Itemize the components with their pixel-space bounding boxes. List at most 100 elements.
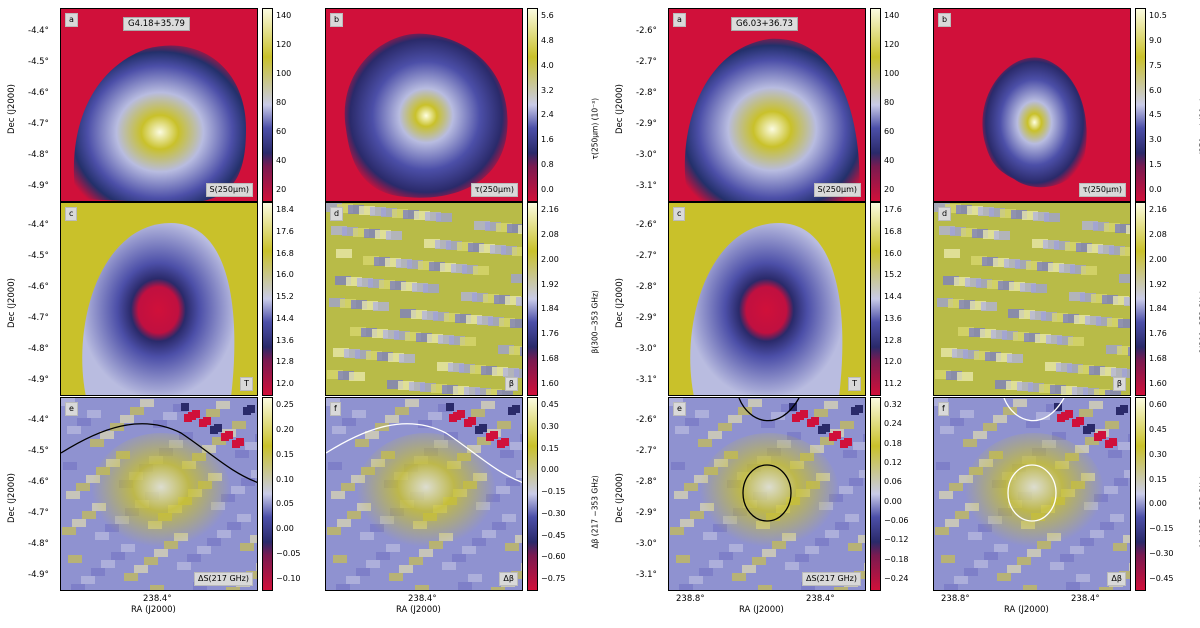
dec-tick-label: -4.8° [28, 344, 49, 354]
colorbar-tick-label: −0.12 [884, 535, 909, 545]
colorbar-tick-label: 12.8 [884, 335, 902, 345]
panel-letter: c [65, 207, 78, 221]
colorbar-tick-label: 1.68 [541, 354, 559, 364]
colorbar-tick-label: 120 [276, 40, 292, 49]
dec-tick-label: -2.9° [636, 313, 657, 323]
dec-tick-label: -2.8° [636, 477, 657, 487]
panel-quantity-label: Δβ [499, 572, 518, 586]
colorbar-tick-label: 16.0 [276, 270, 294, 280]
colorbar [1135, 8, 1146, 202]
colorbar-tick-label: 80 [276, 98, 287, 107]
figure-group-1: Dec (J2000) -4.4° -4.5° -4.6° -4.7° -4.8° -4.9… [7, 8, 600, 615]
dec-tick-label: -2.6° [636, 415, 657, 425]
colorbar-tick-label: 140 [884, 11, 900, 20]
colorbar-tick-label: 1.76 [541, 329, 559, 339]
colorbar-tick-label: 15.2 [276, 292, 294, 301]
colorbar-tick-label: 14.4 [276, 313, 294, 323]
dec-tick-label: -2.9° [636, 508, 657, 518]
dec-tick-label: -4.5° [28, 251, 49, 261]
panel-quantity-label: Δβ [1107, 572, 1126, 586]
dec-axis-label: Dec (J2000) [615, 278, 625, 328]
dec-tick-label: -2.7° [636, 446, 657, 456]
colorbar-tick-label: 0.12 [884, 458, 902, 467]
dec-tick-label: -2.8° [636, 88, 657, 98]
dec-tick-label: -4.6° [28, 88, 49, 98]
colorbar-tick-label: 0.8 [541, 160, 554, 170]
colorbar-tick-label: 15.2 [884, 270, 902, 280]
dec-tick-label: -3.1° [636, 570, 657, 580]
ra-axis-label: RA (J2000) [131, 605, 176, 615]
colorbar-tick-label: 0.00 [541, 465, 559, 475]
colorbar-tick-label: −0.06 [884, 516, 909, 525]
colorbar-tick-label: −0.60 [541, 552, 566, 562]
colorbar-label: τ(250µm) (10⁻³) [590, 97, 600, 160]
dec-tick-label: -3.1° [636, 181, 657, 191]
panel-quantity-label: τ(250µm) [1078, 183, 1126, 197]
colorbar [870, 397, 881, 591]
dec-tick-label: -4.7° [28, 508, 49, 518]
colorbar-tick-label: 1.6 [541, 135, 554, 145]
dec-tick-label: -4.8° [28, 150, 49, 160]
colorbar-tick-label: −0.45 [541, 530, 566, 540]
dec-tick-label: -4.5° [28, 57, 49, 67]
colorbar-tick-label: 2.08 [1149, 229, 1167, 239]
colorbar-tick-label: −0.10 [276, 574, 301, 583]
panel-quantity-label: T [240, 377, 253, 391]
colorbar-tick-label: 10.5 [1149, 11, 1167, 20]
panel-quantity-label: S(250µm) [813, 183, 861, 197]
colorbar-tick-label: 1.68 [1149, 354, 1167, 364]
dec-tick-label: -4.7° [28, 313, 49, 323]
ra-tick-label: 238.4° [143, 594, 172, 604]
dec-tick-label: -2.7° [636, 57, 657, 67]
dec-tick-label: -4.4° [28, 220, 49, 230]
colorbar-tick-label: 12.0 [884, 357, 902, 367]
colorbar-tick-label: 0.15 [276, 449, 294, 459]
panel-letter: c [673, 207, 686, 221]
dec-tick-label: -4.9° [28, 181, 49, 191]
colorbar-tick-label: −0.18 [884, 554, 909, 564]
colorbar [527, 8, 538, 202]
field-title: G4.18+35.79 [123, 17, 190, 31]
colorbar-tick-label: 0.15 [1149, 474, 1167, 484]
colorbar-tick-label: 13.6 [884, 313, 902, 323]
map-panel-a: a S(250µm) G4.18+35.79 [60, 8, 258, 202]
colorbar-tick-label: −0.15 [541, 487, 566, 496]
dec-tick-label: -4.9° [28, 375, 49, 385]
colorbar-tick-label: 18.4 [276, 205, 294, 214]
colorbar-tick-label: 2.08 [541, 229, 559, 239]
dec-axis-label: Dec (J2000) [7, 84, 17, 134]
colorbar-tick-label: 1.92 [541, 279, 559, 289]
colorbar-tick-label: 0.25 [276, 400, 294, 409]
colorbar [1135, 397, 1146, 591]
panel-quantity-label: β [1112, 377, 1126, 391]
colorbar-tick-label: 17.6 [884, 205, 902, 214]
panel-letter: f [938, 402, 949, 416]
colorbar-tick-label: 0.10 [276, 474, 294, 484]
colorbar-tick-label: 2.4 [541, 110, 554, 120]
dec-tick-label: -2.6° [636, 26, 657, 36]
map-panel-f: f Δβ [933, 397, 1131, 591]
colorbar-tick-label: 1.84 [1149, 304, 1167, 314]
colorbar-tick-label: 0.45 [1149, 424, 1167, 434]
colorbar-tick-label: 2.00 [541, 254, 559, 264]
colorbar-label: Δβ (217 −353 GHz) [590, 475, 600, 549]
colorbar-tick-label: 0.30 [1149, 449, 1167, 459]
colorbar-tick-label: −0.05 [276, 549, 301, 559]
colorbar-tick-label: 0.05 [276, 499, 294, 509]
colorbar [870, 8, 881, 202]
colorbar-tick-label: 120 [884, 40, 900, 49]
colorbar-tick-label: 0.00 [276, 524, 294, 534]
colorbar-tick-label: 20 [884, 185, 895, 194]
colorbar-tick-label: 60 [884, 127, 895, 136]
colorbar [262, 8, 273, 202]
dec-tick-label: -4.8° [28, 539, 49, 549]
colorbar-tick-label: 2.16 [541, 205, 559, 214]
panel-letter: e [673, 402, 686, 416]
colorbar-tick-label: −0.24 [884, 574, 909, 583]
colorbar [262, 397, 273, 591]
panel-letter: d [330, 207, 344, 221]
ra-axis-label: RA (J2000) [739, 605, 784, 615]
colorbar [527, 397, 538, 591]
